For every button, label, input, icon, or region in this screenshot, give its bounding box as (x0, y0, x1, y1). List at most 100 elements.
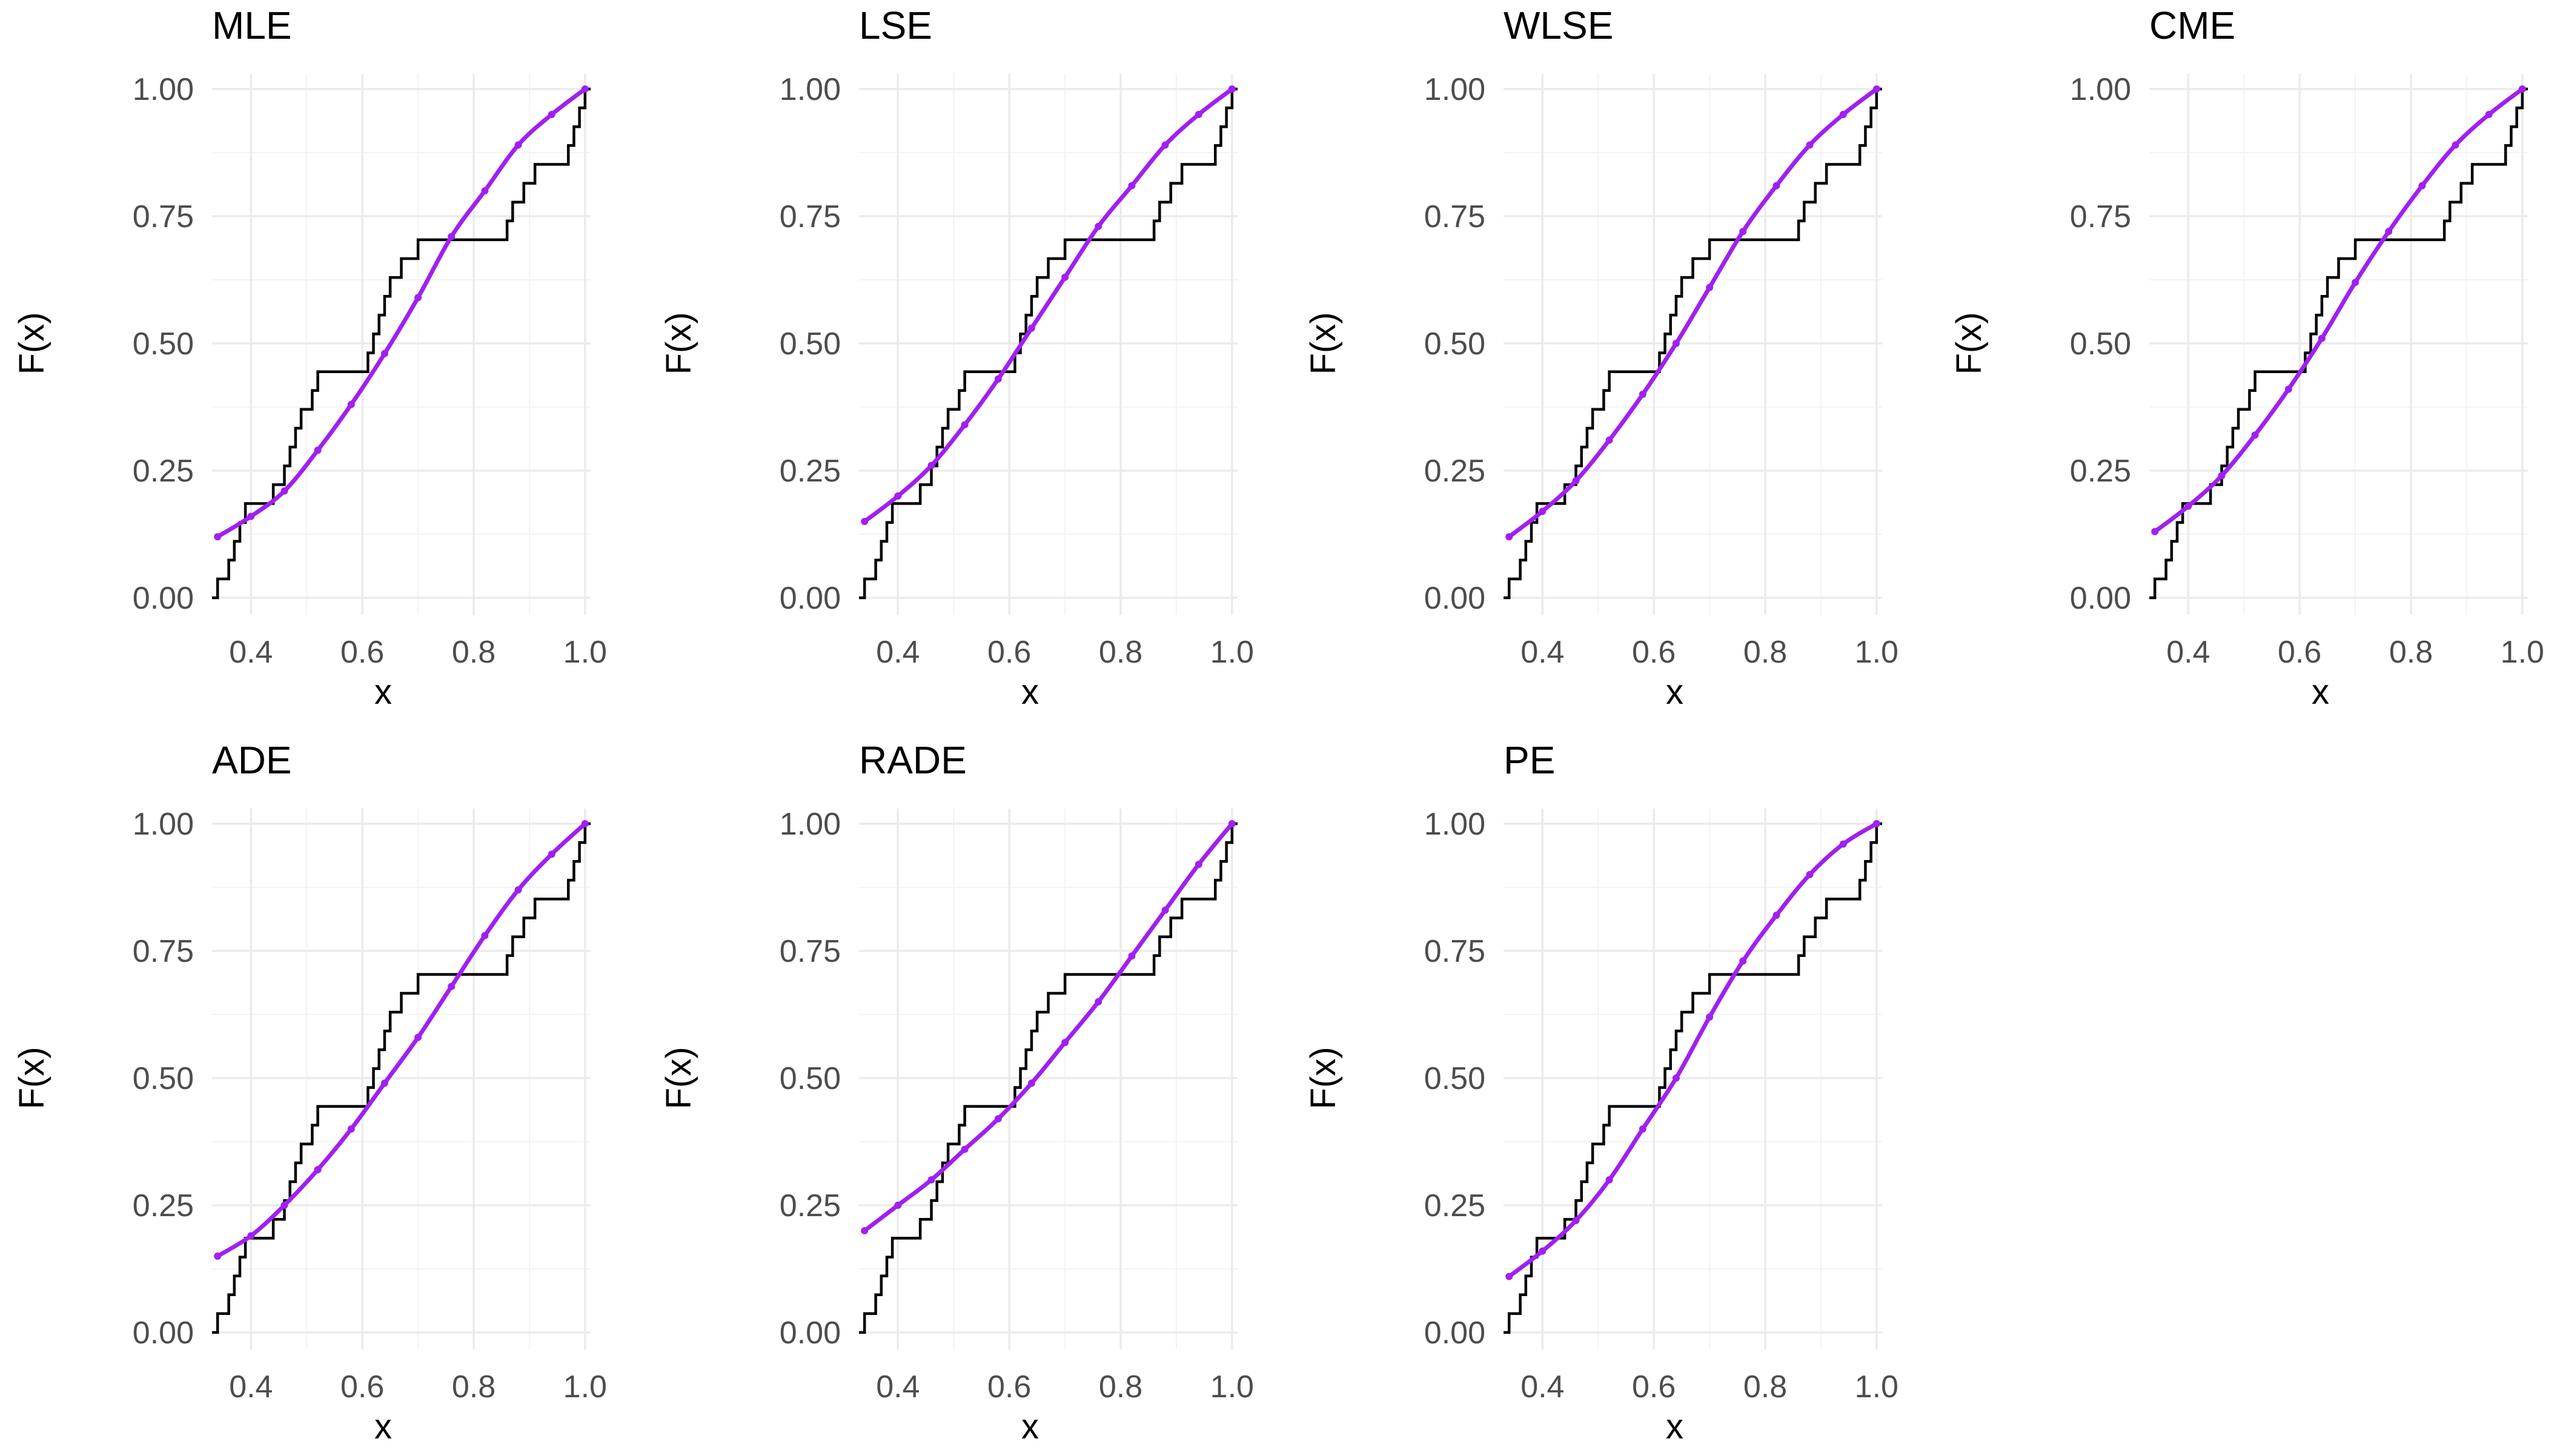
panel-cme-fitted-point-1 (2184, 502, 2192, 510)
panel-cme: 0.00 0.25 0.50 0.75 1.00 0.4 0.6 0.8 1.0 CME x F(x) (1949, 4, 2544, 712)
panel-lse-y-tick-label: 0.50 (780, 326, 841, 362)
panel-lse-fitted-point-3 (961, 421, 969, 429)
panel-ade-y-tick-label: 1.00 (133, 807, 194, 842)
panel-cme-fitted-point-4 (2284, 385, 2292, 393)
panel-rade-fitted-point-4 (994, 1115, 1002, 1123)
panel-rade-title: RADE (859, 738, 967, 782)
panel-pe-fitted-point-10 (1839, 840, 1847, 848)
panel-wlse-y-tick-label: 1.00 (1424, 72, 1485, 107)
panel-ade-fitted-point-9 (514, 886, 522, 894)
panel-lse-x-tick-label: 1.0 (1210, 635, 1254, 670)
panel-lse-fitted-point-11 (1228, 85, 1236, 93)
panel-pe-fitted-point-5 (1672, 1074, 1680, 1082)
panel-rade-y-axis-label: F(x) (659, 1047, 698, 1109)
panel-mle-fitted-point-9 (514, 141, 522, 149)
panel-wlse-x-tick-label: 0.8 (1743, 635, 1787, 670)
panel-ade-y-tick-label: 0.00 (133, 1315, 194, 1351)
panel-mle-fitted-point-10 (548, 111, 555, 118)
panel-mle-x-tick-label: 0.8 (452, 635, 496, 670)
panel-cme-fitted-point-8 (2418, 182, 2426, 190)
panel-mle-fitted-point-3 (314, 446, 322, 454)
panel-wlse-fitted-point-11 (1872, 85, 1880, 93)
panel-wlse-fitted-point-1 (1539, 508, 1547, 515)
panel-lse-y-tick-label: 0.00 (780, 581, 841, 616)
panel-rade-x-tick-label: 1.0 (1210, 1369, 1254, 1405)
panel-ade-y-axis-label: F(x) (12, 1047, 51, 1109)
panel-ade-fitted-point-11 (581, 820, 589, 827)
panel-mle-y-tick-label: 0.50 (133, 326, 194, 362)
panel-cme-ecdf-line (2149, 87, 2528, 600)
panel-mle-fitted-point-1 (247, 512, 255, 520)
panel-cme-y-tick-label: 0.75 (2070, 199, 2131, 234)
panel-lse-x-tick-label: 0.6 (987, 635, 1031, 670)
panel-lse-fitted-point-0 (861, 518, 869, 525)
panel-pe-x-axis-label: x (1666, 1407, 1683, 1446)
panel-lse-x-axis-label: x (1021, 672, 1039, 712)
panel-wlse-y-tick-label: 0.50 (1424, 326, 1485, 362)
panel-rade-fitted-point-10 (1195, 861, 1202, 869)
panel-rade-x-tick-label: 0.6 (987, 1369, 1031, 1405)
panel-lse-x-tick-label: 0.4 (876, 635, 920, 670)
panel-rade-fitted-point-6 (1061, 1039, 1069, 1047)
panel-pe-fitted-point-8 (1772, 912, 1780, 919)
panel-wlse-ecdf-line (1504, 87, 1882, 600)
panel-cme-y-tick-label: 0.25 (2070, 454, 2131, 489)
panel-pe-y-tick-label: 0.50 (1424, 1061, 1485, 1096)
panel-lse: 0.00 0.25 0.50 0.75 1.00 0.4 0.6 0.8 1.0 LSE x F(x) (659, 4, 1254, 712)
panel-mle-fitted-point-4 (347, 400, 355, 408)
panel-lse-x-tick-label: 0.8 (1099, 635, 1142, 670)
panel-cme-y-axis-label: F(x) (1949, 312, 1989, 374)
panel-mle-x-axis-label: x (374, 672, 392, 712)
panel-cme-title: CME (2149, 4, 2235, 47)
panel-ade-fitted-point-4 (347, 1125, 355, 1133)
panel-mle-x-tick-label: 1.0 (563, 635, 607, 670)
panel-pe-x-tick-label: 0.4 (1520, 1369, 1564, 1405)
panel-wlse-fitted-point-3 (1605, 436, 1613, 444)
panel-mle-y-tick-label: 1.00 (133, 72, 194, 107)
panel-mle-y-axis-label: F(x) (12, 312, 51, 374)
panel-cme-x-tick-label: 0.6 (2278, 635, 2321, 670)
panel-rade-fitted-point-7 (1095, 998, 1103, 1005)
panel-pe-y-tick-label: 0.75 (1424, 934, 1485, 969)
panel-rade-y-tick-label: 1.00 (780, 807, 841, 842)
panel-ade-fitted-point-7 (448, 982, 456, 990)
panel-wlse-fitted-point-10 (1839, 111, 1847, 118)
panel-pe-fitted-point-11 (1872, 820, 1880, 827)
panel-pe-x-tick-label: 0.8 (1743, 1369, 1787, 1405)
panel-ade-fitted-point-0 (214, 1252, 222, 1260)
panel-rade-x-axis-label: x (1021, 1407, 1039, 1446)
panel-pe-y-tick-label: 0.25 (1424, 1188, 1485, 1223)
panel-pe-fitted-point-3 (1605, 1176, 1613, 1183)
panel-cme-fitted-point-11 (2518, 85, 2526, 93)
panel-lse-fitted-point-5 (1027, 324, 1035, 332)
panel-lse-fitted-point-7 (1095, 222, 1103, 230)
panel-lse-fitted-point-9 (1161, 141, 1169, 149)
panel-cme-fitted-point-10 (2485, 111, 2493, 118)
panel-mle-fitted-point-7 (448, 233, 456, 240)
panel-pe-fitted-point-1 (1539, 1247, 1547, 1255)
panel-rade-y-tick-label: 0.00 (780, 1315, 841, 1351)
panel-ade-x-tick-label: 0.4 (229, 1369, 273, 1405)
panel-pe-fitted-point-9 (1806, 871, 1814, 878)
panel-lse-y-axis-label: F(x) (659, 312, 698, 374)
panel-wlse-fitted-point-5 (1672, 340, 1680, 347)
panel-ade-ecdf-line (212, 822, 591, 1334)
panel-lse-fitted-point-8 (1128, 182, 1136, 190)
panel-cme-fitted-point-3 (2251, 431, 2259, 439)
panel-wlse-fitted-point-8 (1772, 182, 1780, 190)
panel-wlse-y-tick-label: 0.25 (1424, 454, 1485, 489)
panel-cme-x-tick-label: 0.8 (2389, 635, 2433, 670)
panel-wlse-y-tick-label: 0.00 (1424, 581, 1485, 616)
panel-rade-fitted-point-0 (861, 1227, 869, 1234)
panel-rade-fitted-point-1 (894, 1202, 902, 1209)
panel-mle-y-tick-label: 0.75 (133, 199, 194, 234)
panel-cme-y-tick-label: 1.00 (2070, 72, 2131, 107)
panel-rade-fitted-point-3 (961, 1145, 969, 1153)
panel-mle-title: MLE (212, 4, 292, 47)
panel-mle-y-tick-label: 0.00 (133, 581, 194, 616)
panel-rade-fitted-point-11 (1228, 820, 1236, 827)
panel-pe-title: PE (1504, 738, 1555, 782)
panel-mle-fitted-point-6 (414, 294, 422, 302)
panel-rade-fitted-point-2 (927, 1176, 935, 1183)
